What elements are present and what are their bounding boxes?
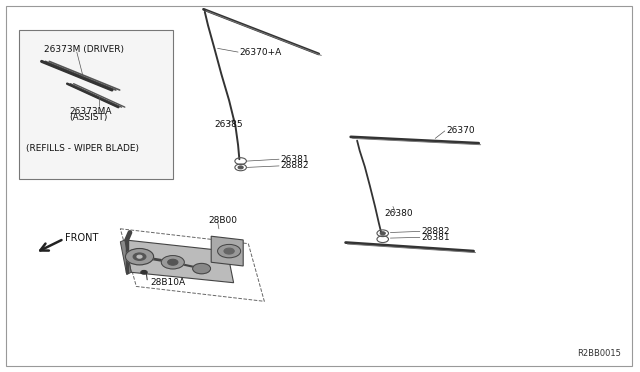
- Circle shape: [137, 255, 142, 258]
- Text: R2BB0015: R2BB0015: [577, 349, 621, 358]
- Text: 26373MA: 26373MA: [69, 107, 111, 116]
- Circle shape: [141, 270, 147, 274]
- Text: 26381: 26381: [280, 155, 309, 164]
- Polygon shape: [211, 236, 243, 266]
- Circle shape: [238, 166, 243, 169]
- Polygon shape: [120, 240, 131, 275]
- Text: 26385: 26385: [214, 120, 243, 129]
- Text: (REFILLS - WIPER BLADE): (REFILLS - WIPER BLADE): [26, 144, 139, 153]
- Polygon shape: [125, 240, 234, 283]
- Text: (ASSIST): (ASSIST): [69, 113, 108, 122]
- Circle shape: [380, 232, 385, 235]
- Circle shape: [125, 248, 154, 265]
- Circle shape: [161, 256, 184, 269]
- Text: 26373M (DRIVER): 26373M (DRIVER): [44, 45, 124, 54]
- Text: 28B10A: 28B10A: [150, 278, 186, 287]
- Text: 28882: 28882: [280, 161, 309, 170]
- Text: 28B00: 28B00: [208, 216, 237, 225]
- Circle shape: [224, 248, 234, 254]
- Circle shape: [218, 244, 241, 258]
- Text: FRONT: FRONT: [65, 233, 99, 243]
- Circle shape: [193, 263, 211, 274]
- Text: 26370: 26370: [446, 126, 475, 135]
- Text: 26381: 26381: [421, 233, 450, 242]
- Text: 28882: 28882: [421, 227, 450, 236]
- Text: 26380: 26380: [384, 209, 413, 218]
- Circle shape: [168, 259, 178, 265]
- Bar: [19, 30, 173, 179]
- Text: 26370+A: 26370+A: [239, 48, 282, 57]
- Circle shape: [133, 253, 146, 260]
